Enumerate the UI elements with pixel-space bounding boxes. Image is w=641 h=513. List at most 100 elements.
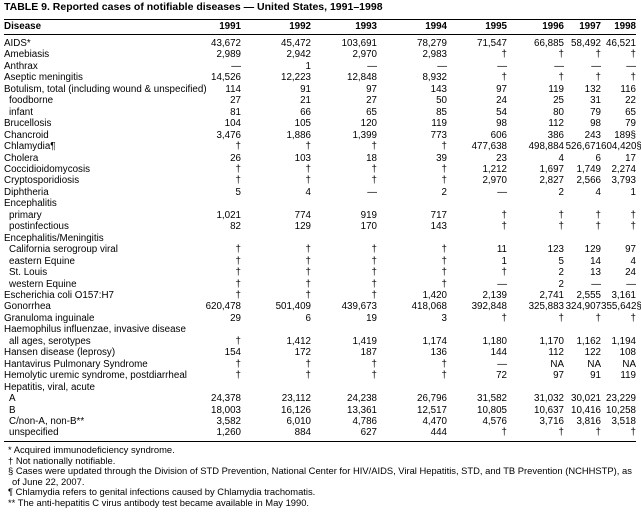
case-count: — <box>497 186 507 198</box>
case-count: 22 <box>625 95 636 107</box>
footnote: * Acquired immunodeficiency syndrome. <box>8 444 175 455</box>
case-count: 627 <box>311 427 377 442</box>
case-count: † <box>441 175 447 187</box>
case-count: 2,741 <box>539 289 564 301</box>
case-count: — <box>497 60 507 72</box>
disease-row: Escherichia coli O157:H7 † † † 1,420 2,139 2,7… <box>4 290 636 301</box>
disease-row: AIDS* 43,672 45,472 103,691 78,279 71,547 66,8… <box>4 35 636 50</box>
case-count: 919 <box>360 209 377 221</box>
case-count: † <box>501 221 507 233</box>
case-count: † <box>441 267 447 279</box>
empty-cell <box>601 233 636 244</box>
case-count: † <box>501 267 507 279</box>
disease-name: California serogroup viral <box>9 244 118 256</box>
disease-name: St. Louis <box>9 267 48 279</box>
case-count: † <box>630 49 636 61</box>
case-count: † <box>305 267 311 279</box>
case-count: 1,162 <box>576 335 601 347</box>
empty-cell <box>311 324 377 335</box>
case-count: 386 <box>547 129 564 141</box>
case-count: 129 <box>294 221 311 233</box>
case-count: † <box>558 49 564 61</box>
case-count: — <box>591 60 601 72</box>
case-count: — <box>231 60 241 72</box>
sub-row: California serogroup viral † † † † 11 123 129 97 <box>4 244 636 255</box>
case-count: NA <box>622 358 636 370</box>
footnote: § Cases were updated through the Divisio… <box>8 465 632 487</box>
disease-name: Encephalitis/Meningitis <box>4 232 104 244</box>
disease-row: Encephalitis <box>4 198 636 209</box>
case-count: 24,378 <box>211 393 241 405</box>
case-count: † <box>558 72 564 84</box>
case-count: † <box>371 244 377 256</box>
case-count: † <box>235 289 241 301</box>
case-count: 58,492 <box>571 38 601 49</box>
disease-name: Escherichia coli O157:H7 <box>4 289 114 301</box>
case-count: 1,170 <box>539 335 564 347</box>
case-count: 112 <box>548 118 564 130</box>
case-count: 43,672 <box>211 38 241 49</box>
case-count: 3,716 <box>539 415 564 427</box>
case-count: 2 <box>558 186 564 198</box>
case-count: 3,793 <box>611 175 636 187</box>
case-count: 172 <box>294 347 311 359</box>
case-count: 114 <box>225 83 241 95</box>
case-count: 91 <box>590 370 601 382</box>
case-count: 27 <box>230 95 241 107</box>
case-count: 46,521 <box>606 38 636 49</box>
disease-name: Chlamydia¶ <box>4 141 56 153</box>
case-count: 4,470 <box>422 415 447 427</box>
case-count: 97 <box>366 83 377 95</box>
empty-cell <box>241 382 311 393</box>
case-count: 122 <box>584 347 601 359</box>
case-count: 31,032 <box>534 393 564 405</box>
case-count: † <box>558 312 564 324</box>
year-header: 1993 <box>311 19 377 35</box>
case-count: † <box>595 221 601 233</box>
year-header: 1994 <box>377 19 447 35</box>
disease-name: western Equine <box>9 278 77 290</box>
case-count: — <box>367 186 377 198</box>
case-count: † <box>305 175 311 187</box>
case-count: 119 <box>620 370 636 382</box>
case-count: 10,805 <box>477 404 507 416</box>
case-count: 65 <box>366 106 377 118</box>
case-count: 1,194 <box>611 335 636 347</box>
disease-row: Hemolytic uremic syndrome, postdiarrheal… <box>4 370 636 381</box>
case-count: 10,416 <box>571 404 601 416</box>
case-count: † <box>441 163 447 175</box>
case-count: 2 <box>558 267 564 279</box>
case-count: 477,638 <box>471 141 507 153</box>
case-count: 3,518 <box>611 415 636 427</box>
case-count: 501,409 <box>275 301 311 313</box>
case-count: † <box>371 358 377 370</box>
case-count: 2,827 <box>539 175 564 187</box>
case-count: † <box>441 278 447 290</box>
empty-cell <box>564 198 601 209</box>
empty-cell <box>311 382 377 393</box>
case-count: 97 <box>496 83 507 95</box>
case-count: 26 <box>230 152 241 164</box>
case-count: 81 <box>230 106 241 118</box>
case-count: 1,180 <box>482 335 507 347</box>
case-count: 24 <box>625 267 636 279</box>
disease-name: infant <box>9 106 33 118</box>
table-header: Disease 1991 1992 1993 1994 1995 1996 1997 1998 <box>4 19 636 35</box>
case-count: 129 <box>584 244 601 256</box>
case-count: 170 <box>360 221 377 233</box>
case-count: 17 <box>625 152 636 164</box>
case-count: † <box>371 255 377 267</box>
disease-name: Cryptosporidiosis <box>4 175 80 187</box>
case-count: † <box>595 209 601 221</box>
footnotes: * Acquired immunodeficiency syndrome. † N… <box>4 444 632 509</box>
disease-name: B <box>9 404 16 416</box>
case-count: 773 <box>430 129 447 141</box>
sub-row: primary 1,021 774 919 717 † † † † <box>4 210 636 221</box>
case-count: † <box>371 141 377 153</box>
case-count: 1,021 <box>216 209 241 221</box>
case-count: 1,174 <box>422 335 447 347</box>
disease-row: Haemophilus influenzae, invasive disease <box>4 324 636 335</box>
empty-cell <box>507 324 564 335</box>
case-count: 39 <box>436 152 447 164</box>
case-count: 2,566 <box>576 175 601 187</box>
